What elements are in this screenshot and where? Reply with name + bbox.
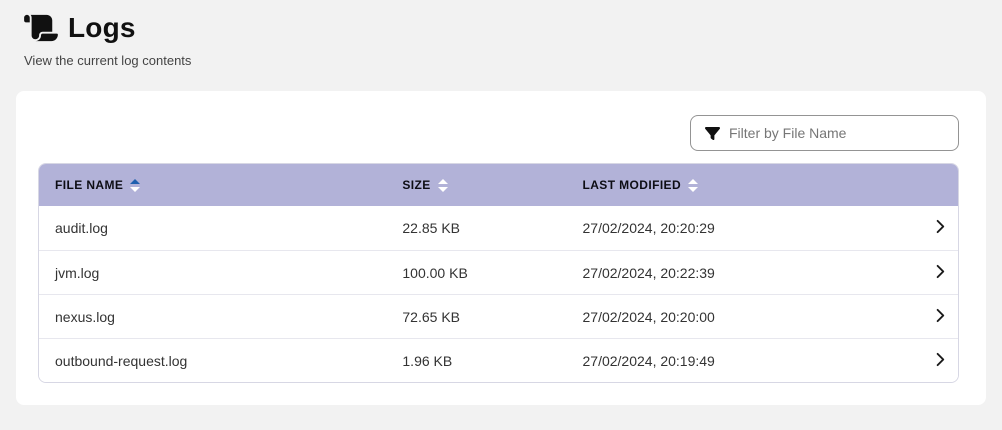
chevron-right-icon[interactable] <box>934 219 945 234</box>
cell-row-action <box>916 294 958 338</box>
logs-table: FILE NAME SIZE LAST MODIFIED audit.log 22.8… <box>39 164 958 382</box>
chevron-right-icon[interactable] <box>934 352 945 367</box>
chevron-right-icon[interactable] <box>934 308 945 323</box>
column-label: LAST MODIFIED <box>582 178 682 192</box>
cell-file-name: audit.log <box>39 206 387 250</box>
cell-size: 22.85 KB <box>386 206 567 250</box>
cell-last-modified: 27/02/2024, 20:22:39 <box>566 250 917 294</box>
sort-arrows-icon <box>437 178 448 192</box>
column-header-last-modified[interactable]: LAST MODIFIED <box>566 164 917 206</box>
logs-table-wrapper: FILE NAME SIZE LAST MODIFIED audit.log 22.8… <box>38 163 959 383</box>
cell-row-action <box>916 250 958 294</box>
column-label: FILE NAME <box>55 178 124 192</box>
table-header-row: FILE NAME SIZE LAST MODIFIED <box>39 164 958 206</box>
sort-arrows-icon <box>130 178 141 192</box>
cell-size: 72.65 KB <box>386 294 567 338</box>
table-row[interactable]: jvm.log 100.00 KB 27/02/2024, 20:22:39 <box>39 250 958 294</box>
cell-row-action <box>916 206 958 250</box>
cell-file-name: jvm.log <box>39 250 387 294</box>
column-label: SIZE <box>402 178 431 192</box>
sort-arrows-icon <box>688 178 699 192</box>
table-row[interactable]: audit.log 22.85 KB 27/02/2024, 20:20:29 <box>39 206 958 250</box>
scroll-icon <box>24 13 58 43</box>
chevron-right-icon[interactable] <box>934 264 945 279</box>
cell-last-modified: 27/02/2024, 20:20:00 <box>566 294 917 338</box>
table-body: audit.log 22.85 KB 27/02/2024, 20:20:29 jvm… <box>39 206 958 382</box>
cell-size: 100.00 KB <box>386 250 567 294</box>
page-header: Logs View the current log contents <box>0 0 1002 68</box>
column-header-file-name[interactable]: FILE NAME <box>39 164 387 206</box>
table-row[interactable]: outbound-request.log 1.96 KB 27/02/2024, 2… <box>39 338 958 382</box>
cell-last-modified: 27/02/2024, 20:20:29 <box>566 206 917 250</box>
filter-funnel-icon <box>705 126 720 141</box>
column-header-size[interactable]: SIZE <box>386 164 567 206</box>
filter-input[interactable] <box>729 125 948 141</box>
page-subtitle: View the current log contents <box>24 53 192 68</box>
column-header-actions <box>916 164 958 206</box>
cell-file-name: nexus.log <box>39 294 387 338</box>
logs-card: FILE NAME SIZE LAST MODIFIED audit.log22.8… <box>16 91 986 405</box>
filter-row <box>38 115 959 151</box>
filter-input-wrapper <box>690 115 959 151</box>
cell-file-name: outbound-request.log <box>39 338 387 382</box>
cell-last-modified: 27/02/2024, 20:19:49 <box>566 338 917 382</box>
cell-row-action <box>916 338 958 382</box>
cell-size: 1.96 KB <box>386 338 567 382</box>
page-title: Logs <box>68 12 136 43</box>
table-row[interactable]: nexus.log 72.65 KB 27/02/2024, 20:20:00 <box>39 294 958 338</box>
